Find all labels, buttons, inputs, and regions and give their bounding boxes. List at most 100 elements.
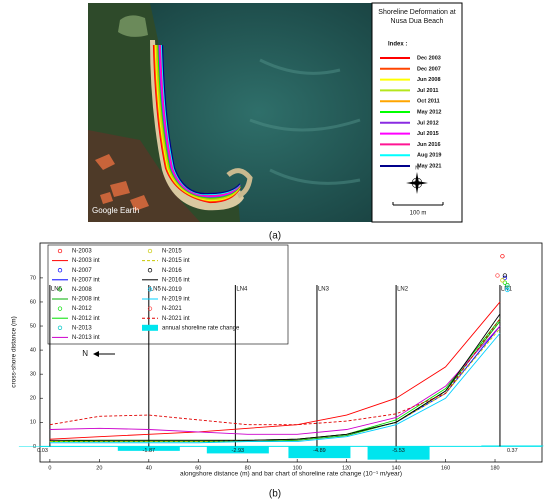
data-point <box>500 254 505 259</box>
legend-swatch <box>147 268 153 273</box>
x-tick-label: 0 <box>48 465 51 471</box>
legend-label: Aug 2019 <box>417 153 441 159</box>
legend-label: N-2013 <box>72 325 92 331</box>
series-line <box>49 313 501 441</box>
legend-label: N-2015 int <box>162 258 190 264</box>
compass <box>406 172 428 194</box>
scale-label: 100 m <box>410 211 427 217</box>
legend-label: May 2021 <box>417 163 441 169</box>
legend-label: N-2008 int <box>72 297 100 303</box>
legend-label: Oct 2011 <box>417 99 440 105</box>
rate-bar-label: -2.93 <box>232 448 245 454</box>
shoreline <box>161 44 241 196</box>
shoreline <box>155 44 241 201</box>
x-tick-label: 80 <box>245 465 251 471</box>
legend-label: Jul 2012 <box>417 120 439 126</box>
x-tick-label: 180 <box>490 465 499 471</box>
panel-a-title: Shoreline Deformation at Nusa Dua Beach <box>378 9 456 25</box>
legend-swatch <box>57 325 63 330</box>
legend-label: Jul 2011 <box>417 88 438 94</box>
y-tick-label: 70 <box>30 275 36 281</box>
data-point <box>495 273 500 278</box>
legend-label: Dec 2007 <box>417 66 441 72</box>
shoreline <box>160 44 241 196</box>
shoreline-group <box>152 44 241 204</box>
caption-b: (b) <box>269 489 281 500</box>
index-label: Index : <box>388 42 407 48</box>
y-tick-label: 40 <box>30 348 36 354</box>
rate-bar-label: -5.53 <box>392 448 405 454</box>
shoreline <box>156 44 241 200</box>
y-tick-label: 20 <box>30 396 36 402</box>
legend-swatch <box>147 287 153 292</box>
x-tick-label: 40 <box>146 465 152 471</box>
legend-swatch <box>57 287 63 292</box>
x-tick-label: 60 <box>195 465 201 471</box>
data-point <box>505 285 510 290</box>
legend-label: Jul 2015 <box>417 131 439 137</box>
data-point <box>502 280 508 285</box>
rate-bar-label: 0.03 <box>37 448 48 454</box>
rate-bar-label: 0.37 <box>507 448 518 454</box>
shoreline <box>157 44 241 199</box>
data-point <box>505 282 510 288</box>
legend-label: N-2008 <box>72 287 92 293</box>
legend-label: N-2013 int <box>72 335 100 341</box>
data-point <box>500 278 505 283</box>
legend-swatch <box>57 306 63 311</box>
transect-label: LN5 <box>150 287 162 293</box>
direction-arrow <box>93 351 115 357</box>
legend-label: N-2016 <box>162 268 182 274</box>
y-tick-label: 30 <box>30 372 36 378</box>
legend-label: N-2003 int <box>72 258 100 264</box>
x-tick-label: 140 <box>392 465 401 471</box>
compass-label: N <box>415 165 419 171</box>
data-point <box>505 287 510 293</box>
legend-swatch <box>57 248 63 254</box>
shoreline <box>161 44 241 195</box>
legend-label: Jun 2008 <box>417 77 441 83</box>
legend-label: N-2007 int <box>72 277 100 283</box>
y-tick-label: 50 <box>30 323 36 329</box>
legend-label: Dec 2003 <box>417 55 441 61</box>
y-tick-label: 10 <box>30 420 36 426</box>
rate-bar <box>481 445 544 447</box>
legend-box <box>47 244 289 345</box>
legend-label: N-2007 <box>72 268 92 274</box>
legend-label: N-2016 int <box>162 277 190 283</box>
series-line <box>49 301 501 440</box>
x-tick-label: 100 <box>293 465 302 471</box>
legend-swatch <box>147 306 153 311</box>
legend-label: N-2012 int <box>72 316 100 322</box>
x-tick-label: 160 <box>441 465 450 471</box>
shoreline <box>159 44 241 197</box>
direction-label: N <box>82 349 88 358</box>
data-point <box>502 273 508 278</box>
x-axis-label: alongshore distance (m) and bar chart of… <box>180 471 402 478</box>
legend-label: N-2003 <box>72 249 92 255</box>
rate-bar-label: -4.89 <box>313 448 326 454</box>
rate-bar-label: -1.87 <box>143 448 156 454</box>
x-tick-label: 120 <box>342 465 351 471</box>
transect-label: LN6 <box>51 287 63 293</box>
series-line <box>49 325 501 435</box>
legend-label: N-2015 <box>162 249 182 255</box>
legend-label: N-2019 int <box>162 297 190 303</box>
shoreline <box>152 44 241 204</box>
legend-label: annual shoreline rate change <box>162 325 240 331</box>
y-tick-label: 0 <box>33 444 36 450</box>
caption-a: (a) <box>269 231 281 242</box>
legend-swatch <box>142 324 158 331</box>
satellite-image <box>88 3 372 222</box>
rate-bar <box>117 446 180 451</box>
legend-label: N-2021 <box>162 306 182 312</box>
rate-bar <box>206 446 269 454</box>
legend-label: Jun 2016 <box>417 142 441 148</box>
transect-label: LN2 <box>397 287 409 293</box>
shoreline <box>153 44 241 203</box>
legend-label: N-2021 int <box>162 316 190 322</box>
legend-swatch <box>147 248 153 254</box>
rate-bar <box>18 446 81 447</box>
watermark: Google Earth <box>92 206 139 215</box>
